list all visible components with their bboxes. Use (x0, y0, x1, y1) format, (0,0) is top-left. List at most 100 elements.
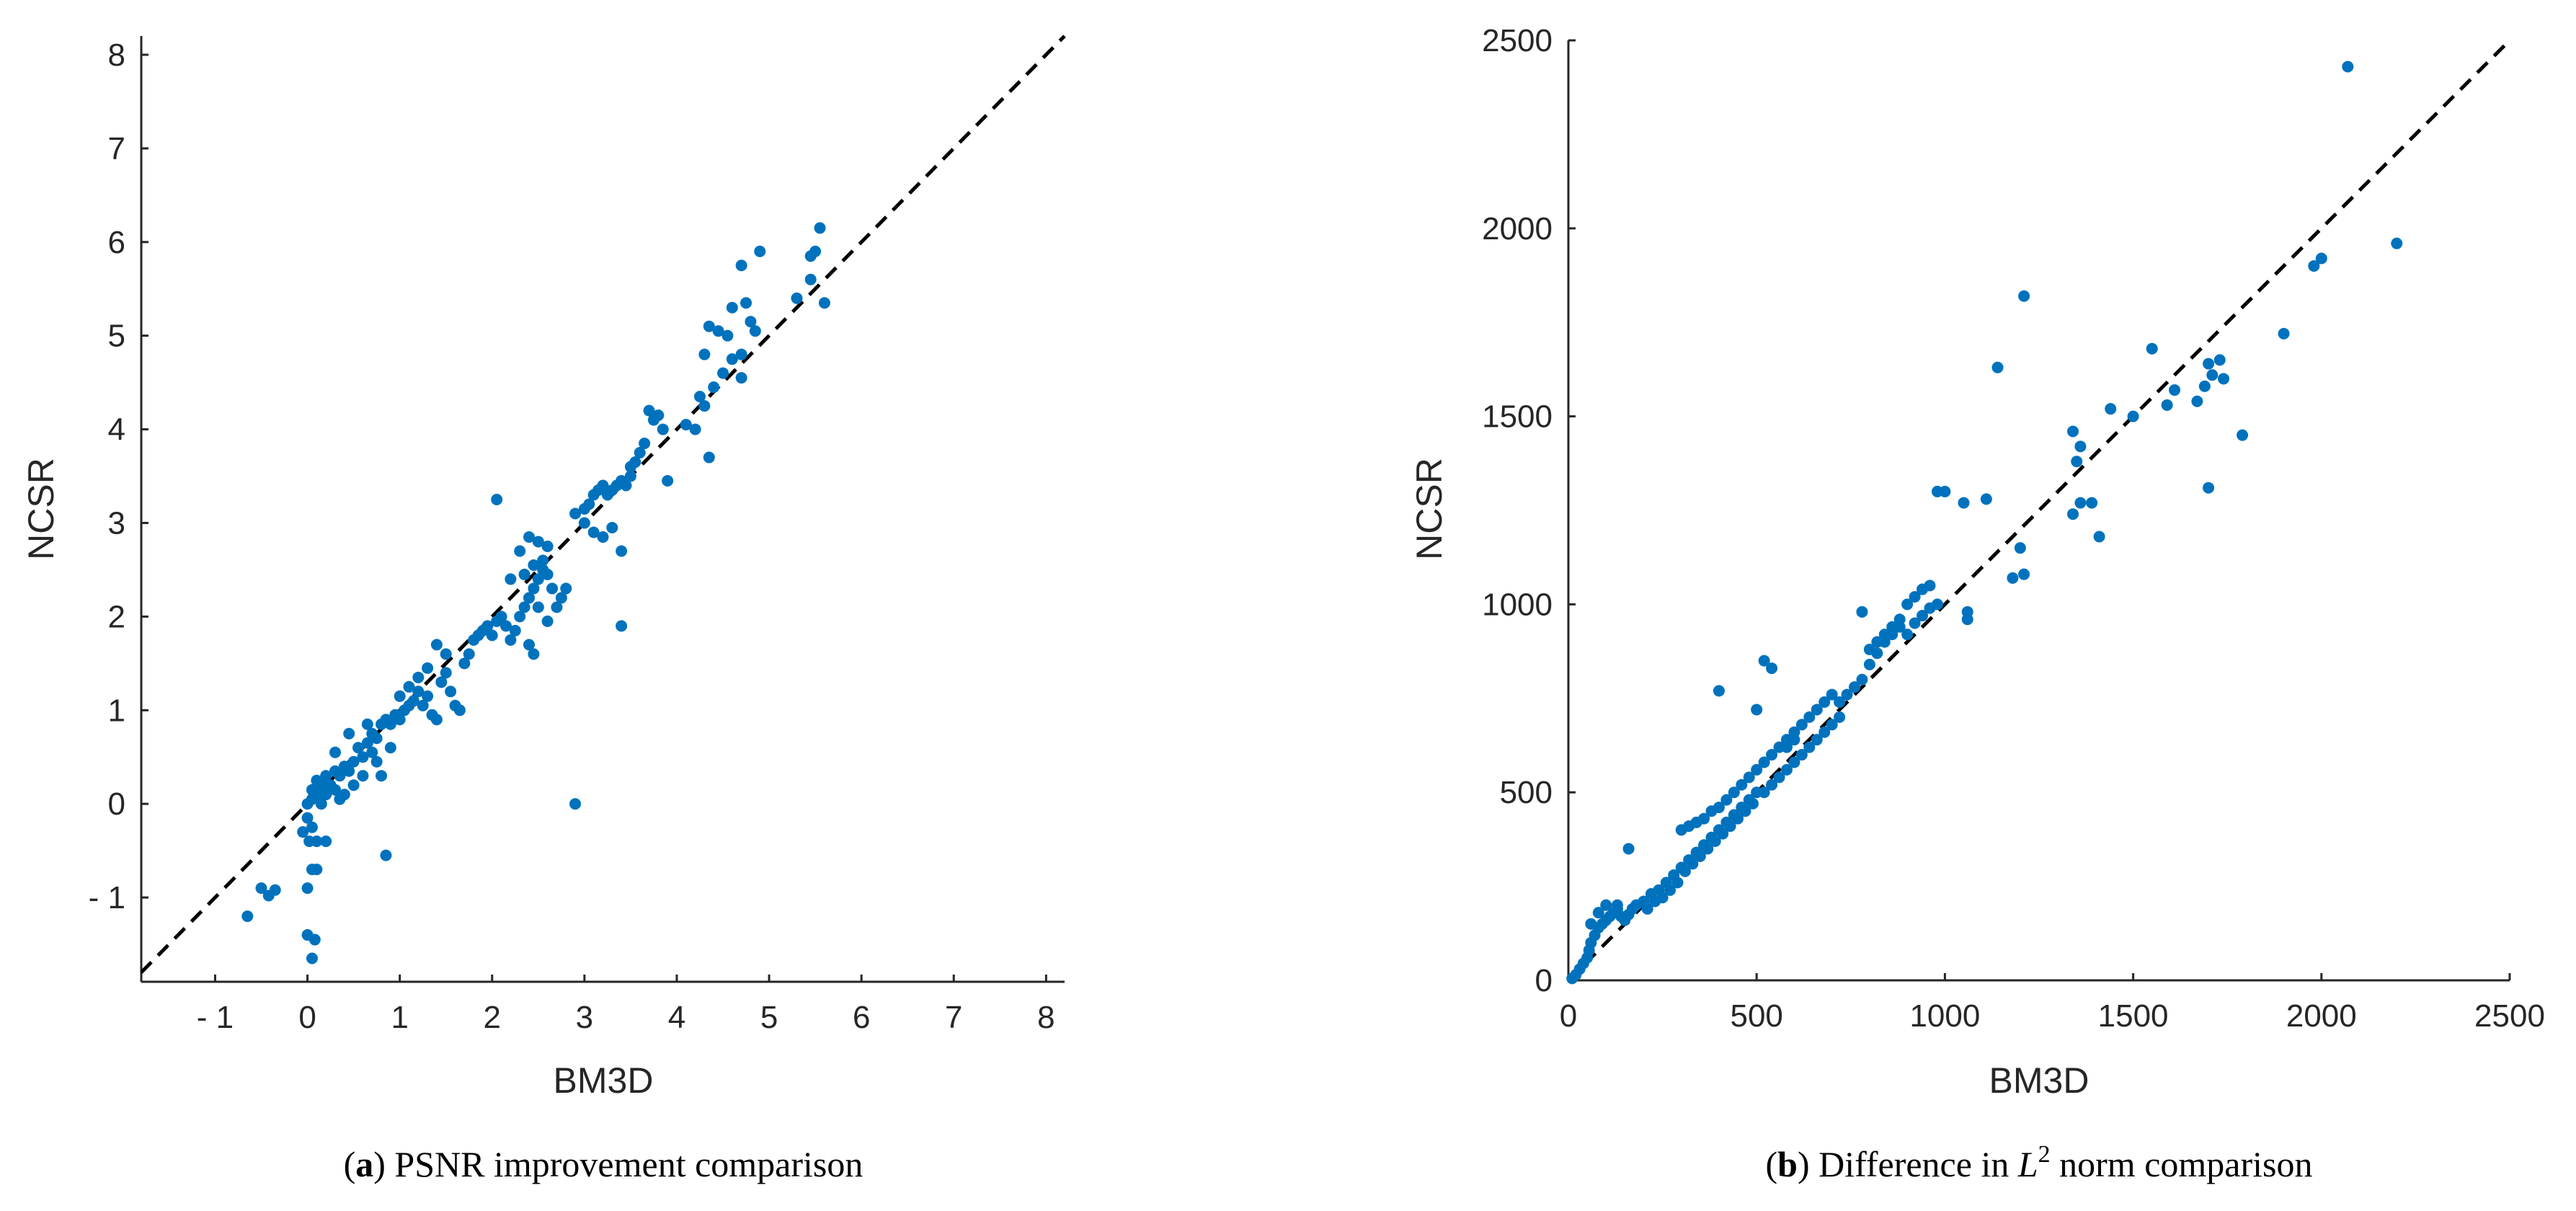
chart-a-data-point (703, 451, 715, 463)
chart-a-data-point (532, 601, 544, 613)
chart-b-data-point (1991, 361, 2004, 373)
chart-a-data-point (301, 812, 314, 824)
chart-b-data-point (2191, 395, 2203, 407)
chart-a-y-tick-label: 8 (108, 37, 125, 73)
chart-b-data-point (1724, 820, 1736, 833)
chart-a-y-tick-label: 3 (108, 505, 125, 541)
chart-a-data-point (726, 301, 738, 314)
chart-b-data-point (2018, 290, 2030, 302)
chart-a-data-point (422, 690, 434, 702)
chart-b-data-point (2018, 568, 2030, 580)
chart-b-data-point (1917, 610, 1929, 622)
chart-a-data-point (514, 545, 526, 557)
chart-a-data-point (463, 648, 475, 660)
chart-b-data-point (1600, 899, 1612, 911)
chart-a-data-point (523, 592, 536, 604)
chart-a-data-point (717, 367, 729, 379)
chart-b-data-point (1728, 786, 1740, 799)
chart-b-data-point (1826, 719, 1838, 731)
chart-b-data-point (1664, 884, 1676, 896)
chart-b-data-point (2093, 531, 2105, 543)
chart-a-data-point (624, 470, 636, 482)
chart-a-data-point (445, 686, 457, 698)
chart-b-y-tick-label: 0 (1535, 963, 1553, 998)
chart-a-reference-line (140, 35, 1066, 974)
chart-a-data-point (440, 648, 452, 660)
chart-a-data-point (745, 316, 757, 328)
chart-a-data-point (481, 620, 494, 632)
chart-b-x-axis-label: BM3D (1989, 1060, 2089, 1101)
chart-a-data-point (754, 245, 766, 257)
chart-b-data-point (1886, 621, 1898, 633)
chart-b-data-point (2278, 327, 2290, 340)
chart-a-data-point (417, 699, 429, 711)
chart-a-x-tick-label: 8 (1037, 1000, 1054, 1035)
chart-a-data-point (616, 620, 628, 632)
chart-a-data-point (394, 714, 406, 726)
chart-a-data-point (357, 770, 369, 782)
chart-b-data-point (1671, 877, 1684, 889)
chart-b-data-point (2391, 237, 2403, 249)
chart-a-data-point (532, 573, 544, 585)
chart-a-data-point (422, 662, 434, 674)
chart-b-data-point (1780, 763, 1793, 776)
chart-b-data-point (2074, 440, 2087, 453)
chart-a-x-tick-label: 6 (853, 1000, 870, 1035)
chart-b-data-point (1679, 865, 1691, 877)
chart-a-data-point (698, 348, 711, 360)
chart-a-data-point (384, 742, 396, 754)
chart-a-data-point (491, 494, 503, 506)
chart-a-y-tick-label: 0 (108, 786, 125, 822)
chart-b-x-ticks: 0 500 1000 1500 2000 2500 (1560, 973, 2545, 1034)
chart-a-data-point (578, 517, 590, 529)
chart-a-data-point (643, 404, 655, 417)
chart-a-data-point (370, 755, 383, 768)
chart-b-data-point (1909, 617, 1921, 629)
chart-b-data-point (2014, 542, 2026, 554)
chart-a-x-tick-label: 5 (760, 1000, 778, 1035)
chart-a-y-tick-label: 7 (108, 131, 125, 167)
chart-b-data-point (2127, 410, 2139, 422)
chart-b-data-point (1751, 704, 1763, 716)
chart-a-data-point (583, 498, 595, 510)
chart-a-x-tick-label: - 1 (197, 1000, 234, 1035)
chart-b-data-point (1834, 711, 1846, 723)
chart-b-data-point (2198, 380, 2211, 392)
chart-b-data-point (1834, 696, 1846, 709)
chart-b-data-point (1720, 794, 1733, 806)
chart-b-data-point (1803, 711, 1816, 723)
chart-a-data-point (560, 582, 572, 595)
chart-a-data-point (569, 798, 582, 810)
chart-a-data-point (523, 531, 536, 543)
chart-a-x-tick-label: 7 (945, 1000, 962, 1035)
chart-b-data-point (1746, 797, 1759, 809)
chart-a-data-point (740, 297, 752, 309)
chart-a-data-point (306, 784, 318, 796)
chart-a-data-point (255, 882, 267, 895)
chart-a-data-point (320, 789, 332, 801)
chart-a-y-tick-label: 1 (108, 693, 125, 728)
chart-b-data-point (1909, 590, 1921, 603)
chart-b-data-point (1687, 858, 1699, 870)
chart-a-data-point (541, 615, 554, 627)
chart-a-data-point (587, 526, 600, 538)
chart-a-data-point (269, 884, 281, 896)
chart-b-data-point (1856, 673, 1868, 686)
chart-b-data-point (1766, 662, 1778, 675)
chart-b-data-point (1656, 892, 1669, 904)
chart-a-data-point (505, 634, 517, 646)
chart-a-data-point (804, 273, 817, 285)
chart-b-data-point (1592, 907, 1604, 919)
chart-b-y-ticks: 0 500 1000 1500 2000 2500 (1482, 23, 1576, 998)
chart-a-data-point (657, 423, 669, 435)
chart-a-data-point (606, 521, 618, 533)
chart-a-data-point (407, 695, 419, 707)
chart-a-x-tick-label: 1 (391, 1000, 408, 1035)
chart-b-data-point (1694, 850, 1706, 862)
chart-a-x-tick-label: 0 (298, 1000, 316, 1035)
chart-b-data-point (2007, 572, 2019, 584)
chart-b-y-tick-label: 1500 (1482, 399, 1553, 435)
chart-a-data-point (384, 718, 396, 730)
chart-a-data-point (308, 933, 321, 946)
chart-b-data-point (1788, 734, 1800, 746)
